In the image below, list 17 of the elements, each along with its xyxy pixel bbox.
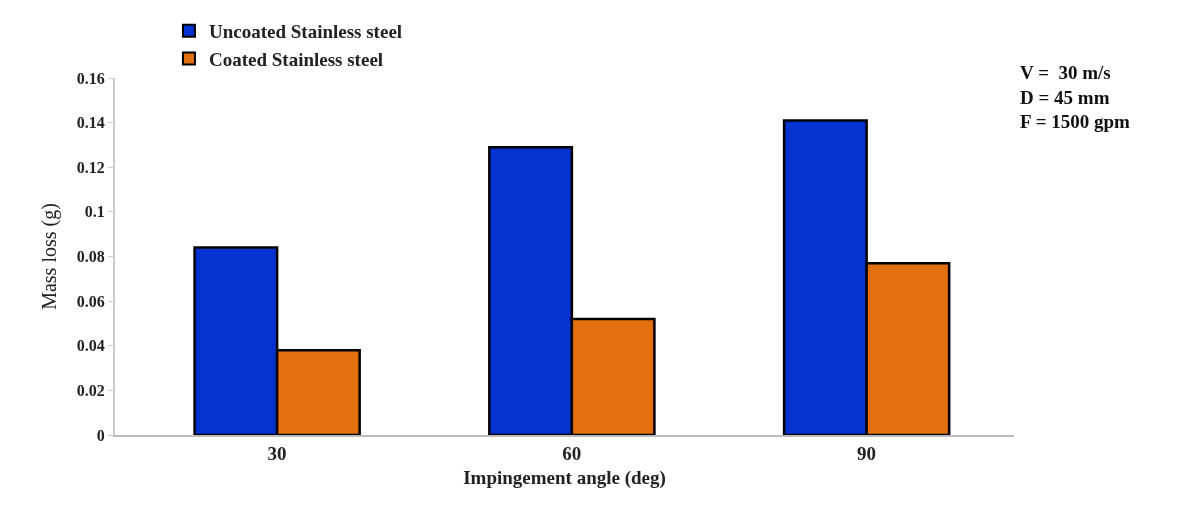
y-tick-label: 0.04: [76, 337, 105, 355]
legend-label: Coated Stainless steel: [208, 48, 384, 70]
y-tick-label: 0.02: [76, 381, 105, 399]
y-tick-label: 0.1: [84, 203, 105, 221]
legend-label: Uncoated Stainless steel: [208, 21, 403, 43]
x-axis-title: Impingement angle (deg): [463, 467, 666, 490]
y-tick-label: 0.14: [76, 114, 105, 132]
x-tick-label: 90: [857, 442, 877, 464]
y-tick-label: 0.06: [76, 292, 105, 310]
x-tick-label: 60: [562, 442, 582, 464]
x-tick-label: 30: [267, 442, 287, 464]
y-tick-label: 0.08: [76, 248, 105, 266]
text: V = 30 m/s D = 45 mm F = 1500 gpm: [1020, 62, 1131, 133]
y-tick-label: 0.12: [76, 158, 105, 176]
y-axis-title: Mass loss (g): [37, 203, 61, 310]
y-tick-label: 0: [96, 426, 105, 444]
y-tick-label: 0.16: [76, 69, 105, 87]
